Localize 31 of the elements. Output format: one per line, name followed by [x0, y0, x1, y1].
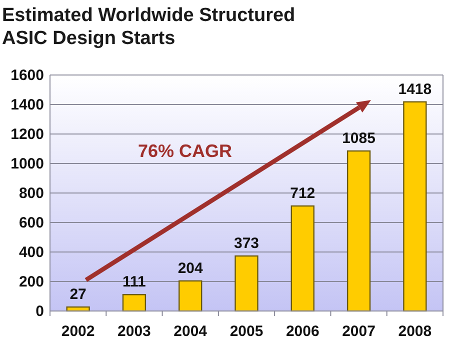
- y-tick-label: 800: [18, 184, 44, 202]
- data-label: 204: [178, 260, 204, 277]
- bar: [122, 294, 146, 312]
- bar: [403, 101, 427, 312]
- y-tick-label: 1200: [10, 126, 44, 143]
- bar: [346, 150, 371, 312]
- bar: [290, 205, 314, 312]
- y-tick-label: 200: [18, 273, 44, 290]
- data-label: 373: [234, 234, 260, 252]
- chart-title: Estimated Worldwide Structured ASIC Design Starts: [2, 5, 296, 49]
- x-tick-label: 2007: [342, 323, 376, 340]
- y-tick-label: 1600: [10, 66, 44, 84]
- y-tick-label: 400: [18, 244, 44, 261]
- bar: [234, 255, 258, 312]
- data-label: 111: [122, 274, 146, 291]
- y-tick-label: 1400: [10, 96, 44, 114]
- x-tick-label: 2004: [174, 323, 208, 340]
- data-label: 712: [290, 184, 316, 202]
- x-tick-label: 2002: [61, 323, 95, 340]
- x-tick-label: 2005: [230, 323, 264, 340]
- x-tick-label: 2008: [398, 323, 432, 340]
- y-tick-label: 1000: [10, 155, 44, 172]
- data-label: 1418: [398, 80, 432, 98]
- y-tick-label: 600: [18, 214, 44, 232]
- x-tick-label: 2006: [286, 323, 320, 340]
- bar: [178, 280, 202, 312]
- x-tick-label: 2003: [118, 323, 151, 340]
- annotation: 76% CAGR: [138, 141, 232, 161]
- data-label: 27: [70, 286, 86, 304]
- y-tick-label: 0: [36, 302, 44, 320]
- data-label: 1085: [342, 130, 376, 147]
